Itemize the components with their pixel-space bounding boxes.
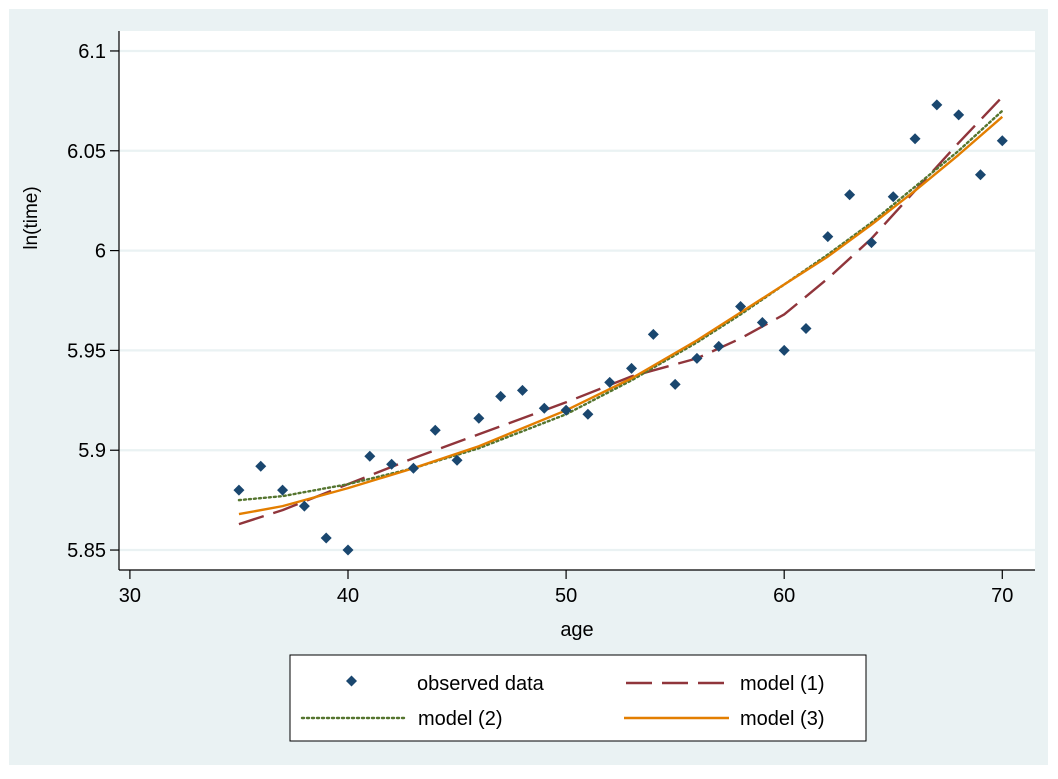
legend-label-2: model (2) <box>418 708 502 730</box>
series-line-model-3 <box>238 115 1004 516</box>
data-point-27 <box>822 231 834 243</box>
data-point-9 <box>429 424 441 436</box>
data-point-11 <box>473 412 485 424</box>
legend-box <box>289 654 867 742</box>
y-tick-label-2: 5.95 <box>67 340 106 362</box>
y-tick-label-3: 6 <box>95 241 106 263</box>
data-point-13 <box>516 384 528 396</box>
data-point-28 <box>844 189 856 201</box>
data-point-19 <box>647 328 659 340</box>
grid-lines <box>119 49 1035 552</box>
data-point-14 <box>538 402 550 414</box>
x-axis-label: age <box>560 619 593 641</box>
legend-label-1: model (1) <box>740 673 824 695</box>
data-point-25 <box>778 344 790 356</box>
data-point-3 <box>298 500 310 512</box>
data-point-0 <box>233 484 245 496</box>
data-point-5 <box>342 544 354 556</box>
data-point-29 <box>865 237 877 249</box>
legend: observed data model (1) model (2) model (3) <box>289 654 867 742</box>
series-line-model-2 <box>237 109 1004 502</box>
data-point-15 <box>560 404 572 416</box>
legend-key-observed-data <box>346 675 357 687</box>
data-point-1 <box>255 460 267 472</box>
data-point-10 <box>451 454 463 466</box>
series-layer <box>233 96 1008 556</box>
data-point-20 <box>669 378 681 390</box>
data-point-26 <box>800 322 812 334</box>
data-point-21 <box>691 352 703 364</box>
x-tick-label-1: 40 <box>337 585 359 607</box>
y-tick-label-0: 5.85 <box>67 540 106 562</box>
data-point-18 <box>626 362 638 374</box>
legend-label-0: observed data <box>417 673 545 695</box>
y-axis-label: ln(time) <box>21 186 42 249</box>
data-point-34 <box>974 169 986 181</box>
data-point-17 <box>604 376 616 388</box>
data-point-8 <box>407 462 419 474</box>
data-point-16 <box>582 408 594 420</box>
data-point-6 <box>364 450 376 462</box>
axes: 5.85 5.9 5.95 6 6.05 6.1 30 40 50 60 70 <box>67 31 1035 607</box>
x-tick-label-0: 30 <box>119 585 141 607</box>
x-tick-label-4: 70 <box>991 585 1013 607</box>
data-point-2 <box>277 484 289 496</box>
data-point-31 <box>909 133 921 145</box>
data-point-4 <box>320 532 332 544</box>
x-tick-label-2: 50 <box>555 585 577 607</box>
data-point-32 <box>931 99 943 111</box>
data-point-7 <box>386 458 398 470</box>
data-point-24 <box>756 316 768 328</box>
legend-label-3: model (3) <box>740 708 824 730</box>
data-point-22 <box>713 340 725 352</box>
x-tick-label-3: 60 <box>773 585 795 607</box>
plot-area <box>119 31 1035 570</box>
y-tick-label-1: 5.9 <box>78 440 106 462</box>
data-point-23 <box>735 300 747 312</box>
y-tick-label-5: 6.1 <box>78 41 106 63</box>
data-point-35 <box>996 135 1008 147</box>
data-point-33 <box>953 109 965 121</box>
y-tick-label-4: 6.05 <box>67 141 106 163</box>
data-point-30 <box>887 191 899 203</box>
data-point-12 <box>495 390 507 402</box>
